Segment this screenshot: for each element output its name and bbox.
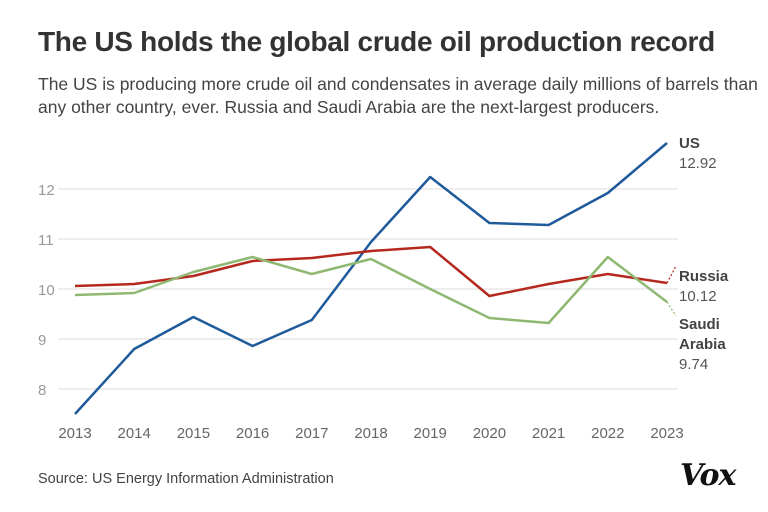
vox-logo: Vox bbox=[680, 458, 736, 493]
x-tick-label: 2015 bbox=[177, 425, 210, 442]
series-line-us bbox=[74, 142, 668, 415]
series-line-saudi-arabia bbox=[74, 255, 668, 325]
x-tick-label: 2016 bbox=[236, 425, 269, 442]
chart-title: The US holds the global crude oil produc… bbox=[38, 26, 715, 57]
series-label: Saudi bbox=[679, 316, 720, 333]
x-tick-label: 2021 bbox=[532, 425, 565, 442]
x-tick-label: 2017 bbox=[295, 425, 328, 442]
series-value-label: 12.92 bbox=[679, 155, 717, 172]
x-tick-label: 2019 bbox=[414, 425, 447, 442]
y-tick-label: 9 bbox=[38, 332, 46, 349]
chart-subtitle: The US is producing more crude oil and c… bbox=[38, 74, 758, 117]
x-tick-label: 2022 bbox=[591, 425, 624, 442]
x-tick-label: 2013 bbox=[58, 425, 91, 442]
y-tick-label: 10 bbox=[38, 282, 55, 299]
y-tick-label: 12 bbox=[38, 182, 55, 199]
y-tick-label: 8 bbox=[38, 382, 46, 399]
series-value-label: 9.74 bbox=[679, 356, 708, 373]
x-tick-label: 2014 bbox=[118, 425, 151, 442]
leader-line bbox=[666, 265, 677, 284]
x-tick-label: 2020 bbox=[473, 425, 506, 442]
x-tick-label: 2023 bbox=[650, 425, 683, 442]
series-label: US bbox=[679, 135, 700, 152]
y-tick-label: 11 bbox=[38, 232, 54, 249]
series-value-label: 10.12 bbox=[679, 288, 717, 305]
x-tick-label: 2018 bbox=[354, 425, 387, 442]
source-note: Source: US Energy Information Administra… bbox=[38, 471, 334, 487]
series-label: Russia bbox=[679, 268, 729, 285]
series-label: Arabia bbox=[679, 336, 726, 353]
leader-line bbox=[666, 301, 677, 317]
